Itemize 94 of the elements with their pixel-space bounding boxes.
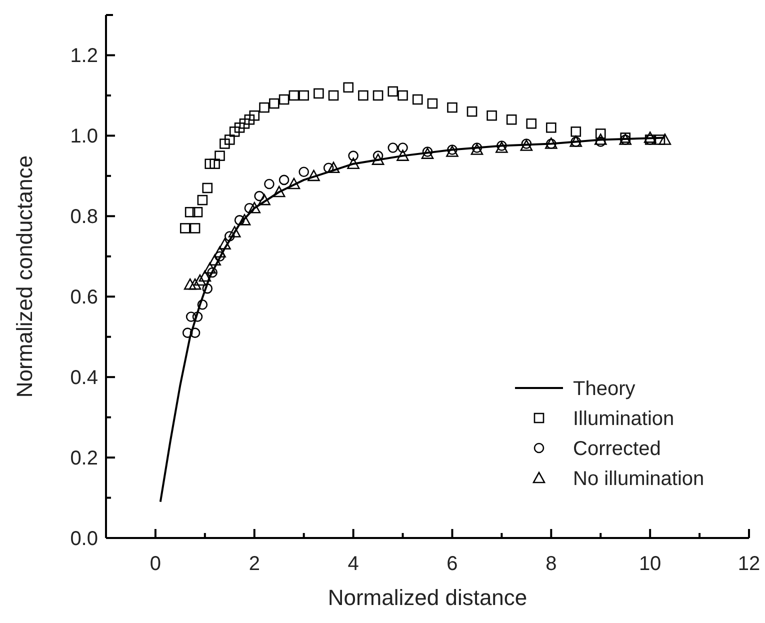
- point: [269, 98, 280, 109]
- point: [327, 162, 340, 174]
- point: [239, 118, 250, 129]
- point: [258, 194, 270, 206]
- y-tick-label: 0.6: [70, 286, 98, 309]
- point: [229, 126, 240, 137]
- point: [249, 110, 260, 121]
- point: [278, 94, 290, 105]
- point: [466, 106, 478, 117]
- point: [214, 246, 226, 258]
- point: [594, 134, 607, 145]
- point: [570, 126, 582, 137]
- point: [388, 86, 398, 97]
- point: [224, 134, 235, 145]
- point: [192, 312, 203, 322]
- point: [186, 312, 196, 322]
- point: [372, 90, 384, 101]
- point: [288, 178, 300, 190]
- point: [207, 267, 218, 278]
- point: [398, 142, 408, 153]
- point: [228, 226, 241, 238]
- x-axis-title: Normalized distance: [328, 585, 528, 610]
- point: [204, 158, 216, 170]
- y-tick-label: 0.0: [70, 528, 98, 550]
- point: [210, 158, 220, 170]
- point: [388, 142, 398, 153]
- point: [248, 202, 261, 214]
- x-tick-label: 4: [348, 553, 359, 575]
- point: [254, 190, 264, 202]
- y-tick-label: 1.0: [70, 126, 98, 148]
- point: [180, 223, 190, 234]
- point: [348, 150, 358, 161]
- point: [398, 90, 408, 101]
- point: [202, 283, 213, 294]
- point: [190, 223, 200, 234]
- point: [218, 238, 231, 250]
- point: [214, 150, 225, 161]
- point: [184, 206, 196, 218]
- y-tick-label: 0.8: [70, 206, 98, 228]
- point: [208, 254, 221, 266]
- legend-label: Corrected: [573, 438, 661, 460]
- point: [244, 114, 255, 125]
- point: [194, 274, 206, 286]
- point: [197, 194, 208, 206]
- point: [347, 158, 360, 170]
- point: [546, 122, 556, 133]
- point: [234, 122, 245, 133]
- point: [298, 166, 309, 178]
- x-tick-label: 10: [638, 553, 662, 575]
- x-tick-label: 0: [150, 553, 162, 575]
- point: [188, 278, 202, 290]
- point: [288, 90, 300, 101]
- point: [654, 134, 666, 145]
- point: [396, 150, 409, 161]
- point: [298, 90, 309, 101]
- point: [372, 154, 384, 165]
- point: [447, 102, 458, 113]
- point: [328, 90, 339, 101]
- y-axis-title: Normalized conductance: [12, 155, 37, 398]
- point: [658, 134, 672, 145]
- point: [259, 102, 270, 113]
- point: [486, 110, 497, 121]
- point: [412, 94, 423, 105]
- legend-label: Illumination: [573, 408, 674, 430]
- point: [358, 90, 368, 101]
- point: [314, 88, 324, 99]
- point: [198, 270, 212, 282]
- x-tick-label: 12: [738, 553, 760, 575]
- point: [343, 82, 354, 93]
- point: [264, 178, 274, 190]
- point: [595, 128, 606, 139]
- point: [182, 328, 193, 338]
- point: [238, 214, 251, 226]
- point: [526, 118, 537, 129]
- legend-label: No illumination: [573, 468, 704, 490]
- y-tick-label: 1.2: [70, 45, 98, 68]
- point: [220, 138, 230, 149]
- y-tick-label: 0.2: [70, 448, 98, 470]
- point: [506, 114, 517, 125]
- point: [427, 98, 438, 109]
- x-tick-label: 6: [446, 553, 458, 575]
- point: [308, 170, 320, 182]
- point: [192, 206, 203, 218]
- point: [197, 300, 208, 310]
- point: [202, 182, 213, 194]
- point: [204, 262, 216, 274]
- x-tick-label: 8: [546, 553, 557, 575]
- point: [278, 174, 290, 186]
- point: [184, 278, 196, 290]
- legend-label: Theory: [573, 378, 636, 400]
- x-tick-label: 2: [248, 553, 260, 575]
- y-tick-label: 0.4: [70, 367, 98, 390]
- point: [272, 186, 286, 198]
- point: [224, 231, 235, 242]
